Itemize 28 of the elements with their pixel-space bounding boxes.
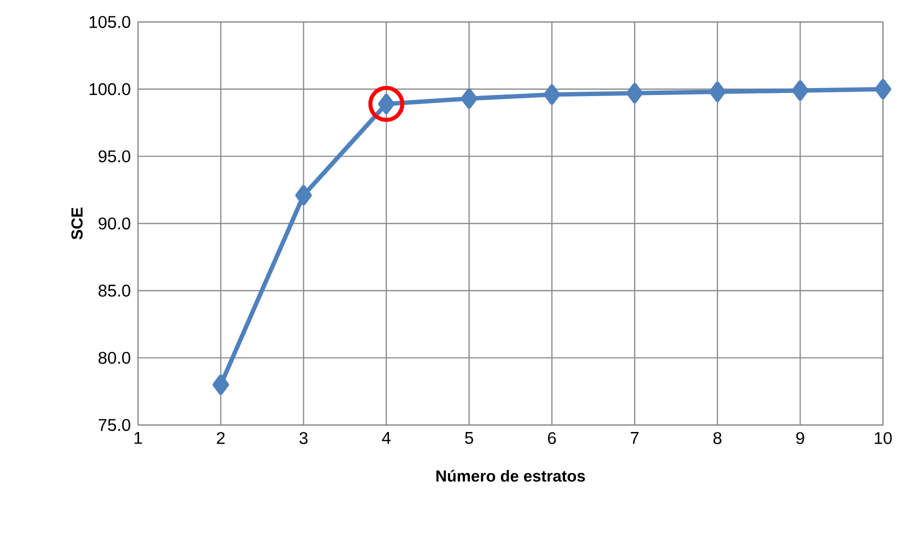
y-tick-label: 75.0 [98,418,130,431]
x-tick-label: 9 [796,432,804,444]
point [792,80,808,101]
x-tick-label: 6 [548,432,556,444]
y-tick-label: 90.0 [98,217,130,230]
y-tick-label: 80.0 [98,352,130,364]
point [874,78,892,100]
point [368,86,404,122]
y-tick-label: 100.0 [90,83,130,96]
x-axis-title: Número de estratos [436,470,585,482]
x-tick-label: 5 [465,432,474,444]
point [709,82,726,102]
y-tick-label: 105.0 [90,16,130,28]
y-axis-title: SCE [71,208,83,240]
x-tick-label: 4 [382,432,391,444]
point [544,84,560,105]
x-tick-label: 3 [299,432,308,444]
point [212,374,229,395]
x-tick-label: 2 [216,432,225,444]
point [295,185,312,206]
point [626,82,643,104]
x-tick-label: 8 [713,432,722,444]
y-tick-label: 95.0 [98,150,130,162]
point [460,88,478,109]
x-tick-label: 10 [874,432,892,444]
x-tick-label: 1 [134,432,142,444]
x-tick-label: 7 [630,432,639,444]
y-tick-label: 85.0 [98,284,130,297]
